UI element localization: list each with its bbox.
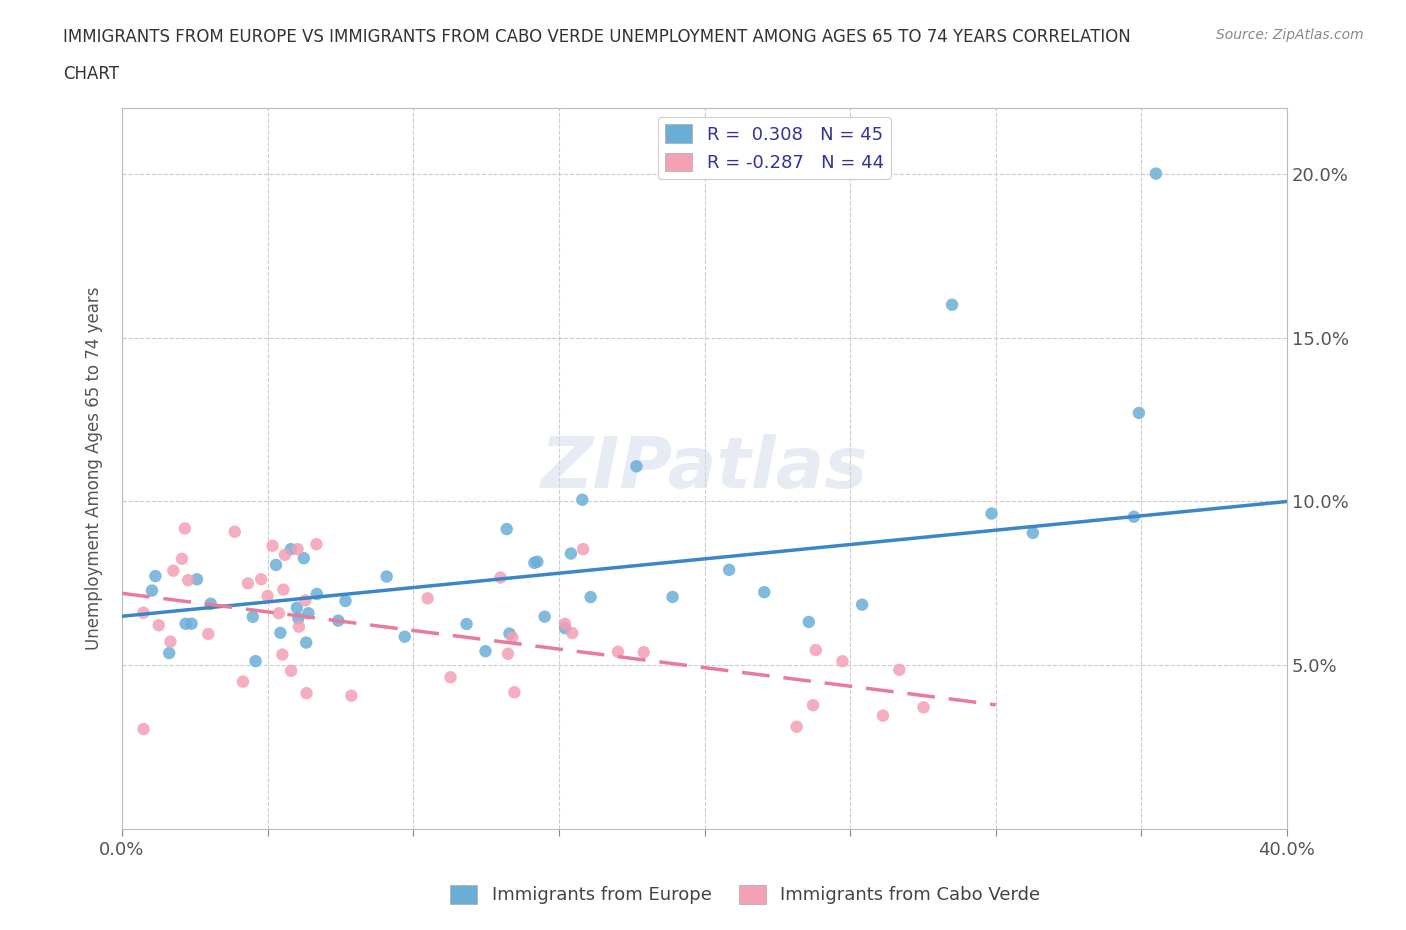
Point [292, 551, 315, 565]
Point [501, 630, 523, 644]
Point [533, 609, 555, 624]
Point [503, 684, 526, 699]
Point [851, 597, 873, 612]
Point [162, 564, 184, 578]
Point [889, 662, 911, 677]
Point [305, 587, 328, 602]
Point [439, 670, 461, 684]
Point [495, 522, 517, 537]
Point [250, 572, 273, 587]
Point [245, 654, 267, 669]
Point [264, 557, 287, 572]
Point [180, 617, 202, 631]
Y-axis label: Unemployment Among Ages 65 to 74 years: Unemployment Among Ages 65 to 74 years [86, 287, 103, 650]
Point [132, 605, 155, 620]
Text: CHART: CHART [63, 65, 120, 83]
Point [262, 538, 284, 553]
Point [804, 643, 827, 658]
Point [174, 617, 197, 631]
Point [554, 617, 576, 631]
Point [980, 506, 1002, 521]
Point [328, 613, 350, 628]
Legend: R =  0.308   N = 45, R = -0.287   N = 44: R = 0.308 N = 45, R = -0.287 N = 44 [658, 117, 891, 179]
Point [456, 617, 478, 631]
Point [173, 521, 195, 536]
Point [170, 551, 193, 566]
Point [474, 644, 496, 658]
Point [177, 573, 200, 588]
Point [271, 647, 294, 662]
Point [297, 605, 319, 620]
Point [718, 563, 741, 578]
Point [340, 688, 363, 703]
Point [1128, 405, 1150, 420]
Point [197, 627, 219, 642]
Point [489, 570, 512, 585]
Text: ZIPatlas: ZIPatlas [541, 434, 868, 503]
Point [560, 546, 582, 561]
Point [256, 589, 278, 604]
Point [274, 548, 297, 563]
Point [141, 583, 163, 598]
Point [416, 591, 439, 605]
Point [754, 585, 776, 600]
Point [554, 620, 576, 635]
Point [145, 568, 167, 583]
Point [159, 634, 181, 649]
Point [496, 646, 519, 661]
Point [285, 601, 308, 616]
Point [912, 700, 935, 715]
Point [273, 582, 295, 597]
Point [335, 593, 357, 608]
Point [269, 625, 291, 640]
Point [941, 298, 963, 312]
Point [200, 596, 222, 611]
Point [571, 492, 593, 507]
Point [305, 537, 328, 551]
Point [526, 554, 548, 569]
Point [394, 630, 416, 644]
Point [786, 719, 808, 734]
Point [498, 626, 520, 641]
Point [831, 654, 853, 669]
Point [288, 619, 311, 634]
Point [242, 609, 264, 624]
Point [607, 644, 630, 659]
Point [1123, 510, 1146, 525]
Point [872, 709, 894, 724]
Point [280, 542, 302, 557]
Point [295, 685, 318, 700]
Point [294, 593, 316, 608]
Legend: Immigrants from Europe, Immigrants from Cabo Verde: Immigrants from Europe, Immigrants from … [443, 878, 1047, 911]
Point [157, 645, 180, 660]
Point [280, 663, 302, 678]
Point [661, 590, 683, 604]
Point [287, 611, 309, 626]
Point [523, 555, 546, 570]
Point [287, 542, 309, 557]
Point [186, 572, 208, 587]
Point [1022, 525, 1045, 540]
Point [267, 605, 290, 620]
Point [572, 541, 595, 556]
Point [633, 644, 655, 659]
Point [801, 698, 824, 712]
Point [236, 576, 259, 591]
Point [224, 525, 246, 539]
Text: Source: ZipAtlas.com: Source: ZipAtlas.com [1216, 28, 1364, 42]
Point [295, 635, 318, 650]
Point [232, 674, 254, 689]
Point [561, 626, 583, 641]
Point [1144, 166, 1167, 181]
Point [797, 615, 820, 630]
Text: IMMIGRANTS FROM EUROPE VS IMMIGRANTS FROM CABO VERDE UNEMPLOYMENT AMONG AGES 65 : IMMIGRANTS FROM EUROPE VS IMMIGRANTS FRO… [63, 28, 1130, 46]
Point [579, 590, 602, 604]
Point [148, 618, 170, 632]
Point [375, 569, 398, 584]
Point [132, 722, 155, 737]
Point [626, 458, 648, 473]
